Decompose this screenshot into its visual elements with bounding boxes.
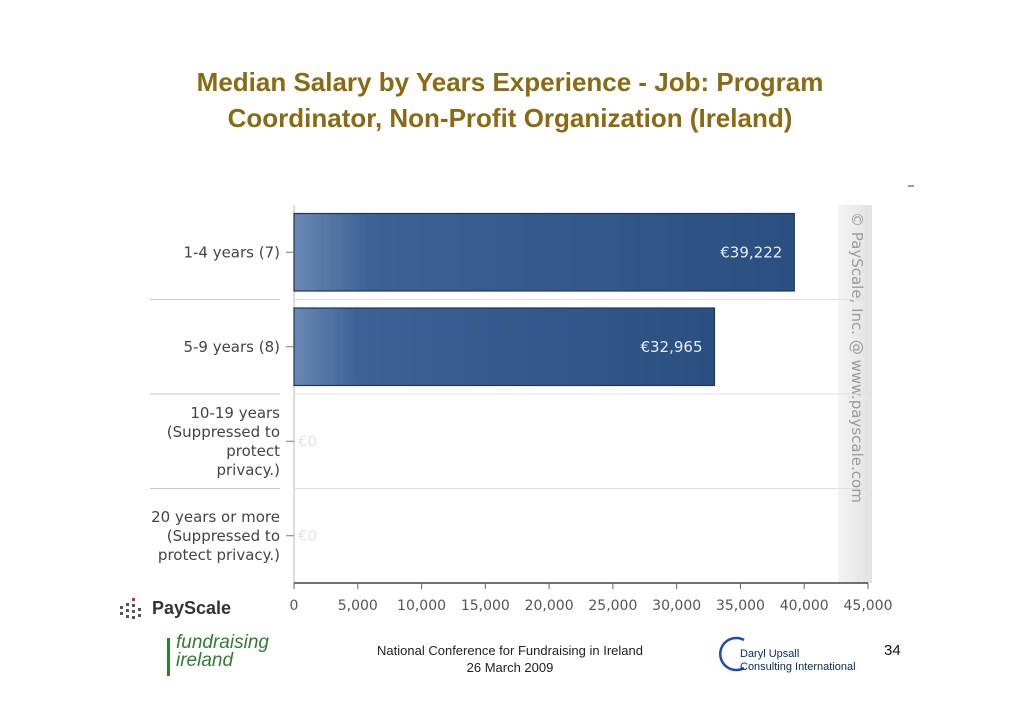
x-axis: 0 5,000 10,000 15,000 20,000 25,000 30,000 35,0…	[286, 251, 893, 614]
fundraising-logo-line2: ireland	[176, 650, 234, 671]
category-label: (Suppressed to	[167, 527, 280, 545]
category-label: 5-9 years (8)	[183, 338, 280, 356]
category-label: (Suppressed to	[167, 423, 280, 441]
conference-date: 26 March 2009	[466, 660, 554, 675]
watermark-text: © PayScale, Inc. @ www.payscale.com	[848, 212, 866, 503]
grid-lines	[150, 205, 868, 583]
category-label: 10-19 years	[190, 404, 280, 422]
page-number: 34	[884, 642, 901, 659]
x-tick-label: 25,000	[588, 598, 637, 614]
payscale-logo-text: PayScale	[152, 598, 232, 618]
consultant-logo-text: Daryl Upsall Consulting International	[740, 648, 856, 674]
fundraising-logo-icon	[167, 638, 170, 676]
bar	[293, 307, 716, 387]
x-tick-label: 35,000	[716, 598, 765, 614]
bars: €39,222 €32,965 €0 €0	[293, 212, 795, 545]
x-tick-label: 5,000	[338, 598, 378, 614]
payscale-logo-icon	[120, 598, 141, 619]
consultant-subtitle: Consulting International	[740, 661, 856, 673]
x-tick-label: 10,000	[397, 598, 446, 614]
category-labels: 1-4 years (7)5-9 years (8)10-19 years(Su…	[151, 243, 280, 564]
consultant-name: Daryl Upsall	[740, 648, 800, 660]
conference-name: National Conference for Fundraising in I…	[377, 643, 643, 658]
category-label: protect privacy.)	[158, 546, 280, 564]
bar-value-label: €0	[298, 527, 317, 545]
daryl-upsall-logo-icon	[719, 636, 745, 672]
bar	[293, 212, 795, 292]
x-tick-label: 20,000	[525, 598, 574, 614]
x-tick-label: 40,000	[780, 598, 829, 614]
x-tick-label: 15,000	[461, 598, 510, 614]
x-tick-label: 0	[290, 598, 299, 614]
bar-value-label: €39,222	[720, 243, 782, 261]
x-tick-label: 45,000	[844, 598, 893, 614]
bar-value-label: €32,965	[640, 338, 702, 356]
bar-value-label: €0	[298, 432, 317, 450]
x-tick-label: 30,000	[652, 598, 701, 614]
footer-conference: National Conference for Fundraising in I…	[340, 642, 680, 676]
category-label: 20 years or more	[151, 508, 280, 526]
fundraising-logo-line1: fundraising	[176, 632, 269, 653]
category-label: 1-4 years (7)	[183, 243, 280, 261]
category-label: privacy.)	[216, 461, 280, 479]
category-label: protect	[226, 442, 280, 460]
slide-title: Median Salary by Years Experience - Job:…	[196, 67, 824, 133]
